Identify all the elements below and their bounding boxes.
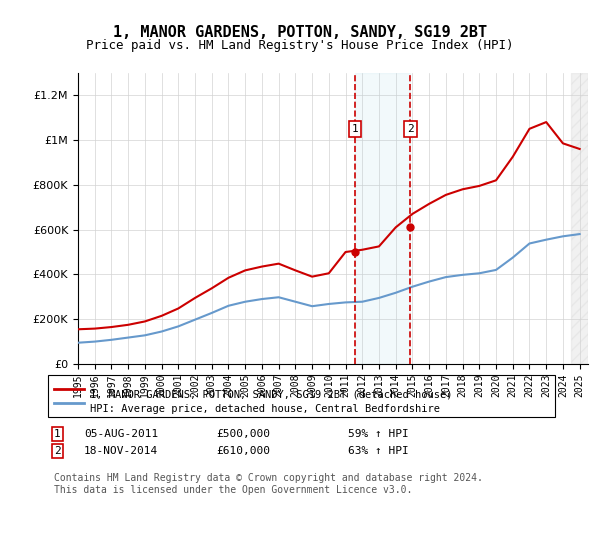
- Text: 2: 2: [407, 124, 414, 134]
- Text: Contains HM Land Registry data © Crown copyright and database right 2024.
This d: Contains HM Land Registry data © Crown c…: [54, 473, 483, 495]
- Text: 1, MANOR GARDENS, POTTON, SANDY, SG19 2BT (detached house): 1, MANOR GARDENS, POTTON, SANDY, SG19 2B…: [90, 390, 452, 400]
- Text: 18-NOV-2014: 18-NOV-2014: [84, 446, 158, 456]
- Bar: [355, 73, 410, 364]
- Text: 63% ↑ HPI: 63% ↑ HPI: [348, 446, 409, 456]
- Text: 2: 2: [54, 446, 61, 456]
- Text: HPI: Average price, detached house, Central Bedfordshire: HPI: Average price, detached house, Cent…: [90, 404, 440, 414]
- Text: £500,000: £500,000: [216, 429, 270, 439]
- Text: Price paid vs. HM Land Registry's House Price Index (HPI): Price paid vs. HM Land Registry's House …: [86, 39, 514, 52]
- Text: 05-AUG-2011: 05-AUG-2011: [84, 429, 158, 439]
- Bar: [571, 73, 588, 364]
- Text: 59% ↑ HPI: 59% ↑ HPI: [348, 429, 409, 439]
- Text: 1: 1: [54, 429, 61, 439]
- Text: £610,000: £610,000: [216, 446, 270, 456]
- Text: 1: 1: [352, 124, 359, 134]
- Text: 1, MANOR GARDENS, POTTON, SANDY, SG19 2BT: 1, MANOR GARDENS, POTTON, SANDY, SG19 2B…: [113, 25, 487, 40]
